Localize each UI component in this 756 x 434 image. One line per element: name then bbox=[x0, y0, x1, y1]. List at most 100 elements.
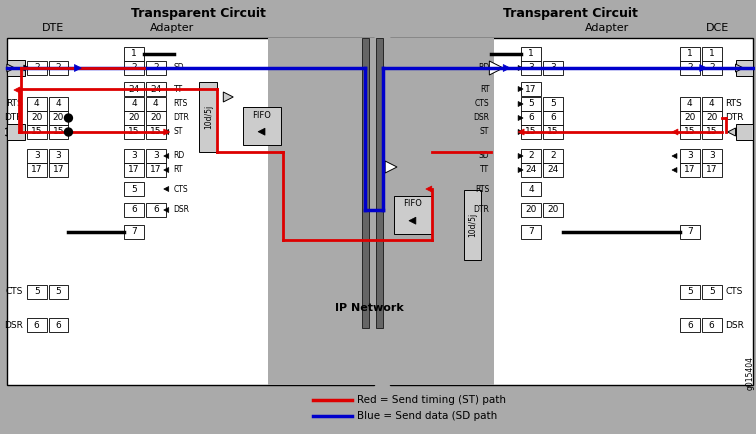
Bar bbox=[521, 225, 541, 239]
Text: 24: 24 bbox=[129, 85, 140, 93]
Text: 15: 15 bbox=[525, 128, 537, 137]
Bar bbox=[543, 61, 562, 75]
Text: IP Network: IP Network bbox=[335, 303, 404, 313]
Text: 15: 15 bbox=[706, 128, 717, 137]
Bar bbox=[702, 163, 722, 177]
Text: 6: 6 bbox=[34, 320, 39, 329]
Bar bbox=[680, 163, 700, 177]
Text: 3: 3 bbox=[131, 151, 137, 161]
Text: DCE: DCE bbox=[706, 23, 730, 33]
Bar bbox=[48, 318, 69, 332]
Text: 20: 20 bbox=[53, 114, 64, 122]
Bar bbox=[124, 97, 144, 111]
Text: 20: 20 bbox=[31, 114, 42, 122]
Text: DTR: DTR bbox=[726, 114, 744, 122]
Bar bbox=[680, 61, 700, 75]
Bar bbox=[124, 182, 144, 196]
Bar bbox=[26, 285, 47, 299]
Bar bbox=[124, 203, 144, 217]
Bar bbox=[390, 38, 754, 385]
Bar bbox=[680, 97, 700, 111]
Bar bbox=[124, 149, 144, 163]
Bar bbox=[702, 111, 722, 125]
Text: Adapter: Adapter bbox=[585, 23, 630, 33]
Text: DSR: DSR bbox=[726, 320, 745, 329]
Bar bbox=[521, 182, 541, 196]
Text: 17: 17 bbox=[525, 85, 537, 93]
Text: 15: 15 bbox=[31, 128, 42, 137]
Text: 5: 5 bbox=[687, 287, 692, 296]
Text: 3: 3 bbox=[153, 151, 159, 161]
Text: DSR: DSR bbox=[473, 114, 489, 122]
Text: 24: 24 bbox=[525, 165, 537, 174]
Bar bbox=[521, 203, 541, 217]
Text: TT: TT bbox=[174, 85, 183, 93]
Bar bbox=[543, 111, 562, 125]
Bar bbox=[146, 97, 166, 111]
Text: 4: 4 bbox=[528, 184, 534, 194]
Polygon shape bbox=[164, 129, 169, 135]
Bar bbox=[543, 149, 562, 163]
Bar bbox=[521, 111, 541, 125]
Bar bbox=[521, 82, 541, 96]
Bar bbox=[521, 47, 541, 61]
Polygon shape bbox=[489, 61, 503, 75]
Polygon shape bbox=[672, 168, 677, 172]
Polygon shape bbox=[0, 128, 7, 136]
Bar bbox=[48, 125, 69, 139]
Bar bbox=[702, 47, 722, 61]
Text: RTS: RTS bbox=[475, 184, 489, 194]
Bar bbox=[48, 97, 69, 111]
Text: RTS: RTS bbox=[6, 99, 23, 108]
Text: 1: 1 bbox=[131, 49, 137, 59]
Text: 5: 5 bbox=[528, 99, 534, 108]
Text: 6: 6 bbox=[153, 206, 159, 214]
Bar bbox=[48, 111, 69, 125]
Polygon shape bbox=[223, 92, 234, 102]
Circle shape bbox=[64, 128, 73, 136]
Text: DSR: DSR bbox=[4, 320, 23, 329]
Polygon shape bbox=[518, 129, 524, 135]
Text: 6: 6 bbox=[131, 206, 137, 214]
Text: 5: 5 bbox=[550, 99, 556, 108]
Polygon shape bbox=[14, 87, 20, 93]
Text: 2: 2 bbox=[34, 63, 39, 72]
Text: 4: 4 bbox=[56, 99, 61, 108]
Text: 2: 2 bbox=[131, 63, 137, 72]
Bar bbox=[146, 61, 166, 75]
Bar bbox=[146, 111, 166, 125]
Text: FIFO: FIFO bbox=[253, 111, 271, 119]
Bar bbox=[7, 124, 25, 140]
Bar bbox=[702, 318, 722, 332]
Text: 17: 17 bbox=[31, 165, 42, 174]
Text: 6: 6 bbox=[687, 320, 692, 329]
Polygon shape bbox=[518, 129, 523, 135]
Text: DTE: DTE bbox=[42, 23, 64, 33]
Text: 3: 3 bbox=[709, 151, 714, 161]
Bar bbox=[362, 38, 369, 328]
Bar bbox=[124, 225, 144, 239]
Bar bbox=[521, 97, 541, 111]
Text: CTS: CTS bbox=[5, 287, 23, 296]
Text: 7: 7 bbox=[131, 227, 137, 237]
Bar bbox=[376, 38, 383, 328]
Text: 20: 20 bbox=[150, 114, 162, 122]
Bar bbox=[702, 97, 722, 111]
Text: 4: 4 bbox=[153, 99, 159, 108]
Text: DSR: DSR bbox=[174, 206, 190, 214]
Polygon shape bbox=[518, 154, 523, 158]
Bar bbox=[124, 61, 144, 75]
Bar bbox=[48, 285, 69, 299]
Bar bbox=[521, 163, 541, 177]
Bar bbox=[543, 203, 562, 217]
Polygon shape bbox=[164, 129, 169, 135]
Polygon shape bbox=[7, 64, 15, 72]
Polygon shape bbox=[736, 64, 743, 72]
Text: 10d/5j: 10d/5j bbox=[204, 105, 213, 129]
Polygon shape bbox=[518, 102, 523, 106]
Text: 17: 17 bbox=[129, 165, 140, 174]
Bar bbox=[680, 225, 700, 239]
Polygon shape bbox=[164, 154, 169, 158]
Text: 2: 2 bbox=[153, 63, 159, 72]
Polygon shape bbox=[385, 161, 397, 173]
